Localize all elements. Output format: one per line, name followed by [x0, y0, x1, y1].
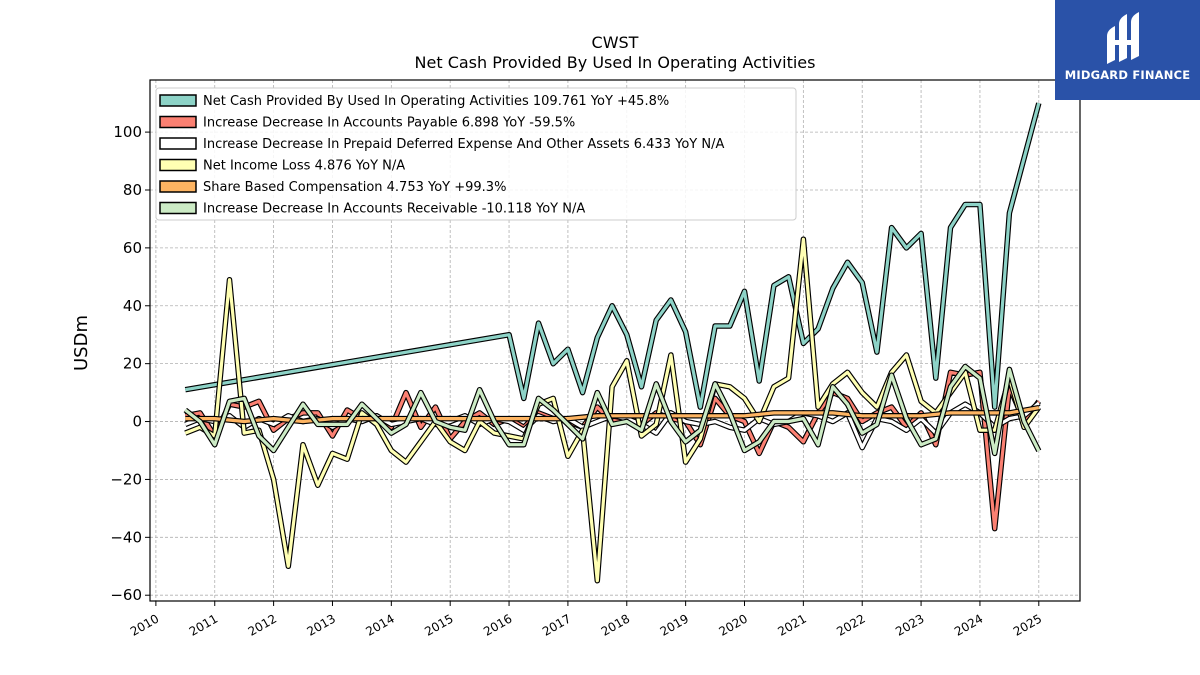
series-group: [183, 102, 1042, 584]
x-tick-label: 2021: [775, 611, 808, 638]
legend-entry: Net Income Loss 4.876 YoY N/A: [203, 159, 405, 174]
series-5: [183, 363, 1042, 457]
x-tick-label: 2023: [893, 611, 926, 638]
legend-swatch: [159, 94, 197, 107]
x-tick-label: 2015: [422, 611, 455, 638]
y-tick-label: 80: [123, 181, 142, 199]
series-3: [184, 236, 1042, 584]
legend-box: [155, 87, 797, 221]
x-tick-label: 2019: [658, 611, 691, 638]
legend-entry: Net Cash Provided By Used In Operating A…: [203, 94, 669, 109]
y-tick-label: −60: [110, 586, 142, 604]
x-tick-label: 2011: [187, 611, 220, 638]
y-tick-label: 20: [123, 355, 142, 373]
series-line: [184, 237, 1041, 583]
series-line: [184, 364, 1041, 455]
x-tick-label: 2010: [128, 611, 161, 638]
legend-swatch: [159, 201, 197, 215]
legend-entry: Increase Decrease In Accounts Payable 6.…: [203, 116, 575, 131]
y-tick-label: 40: [123, 297, 142, 315]
legend-entry: Share Based Compensation 4.753 YoY +99.3…: [203, 180, 506, 195]
x-tick-label: 2025: [1011, 611, 1044, 638]
series-line: [185, 102, 1041, 409]
brand-mark-icon: [1107, 12, 1139, 64]
chart-title: CWST: [592, 33, 639, 52]
legend-entry: Increase Decrease In Prepaid Deferred Ex…: [203, 137, 724, 152]
brand-name: MIDGARD FINANCE: [1064, 68, 1191, 82]
x-tick-label: 2018: [599, 611, 632, 638]
y-axis-label: USDm: [71, 315, 92, 371]
legend: Net Cash Provided By Used In Operating A…: [155, 87, 797, 221]
x-tick-label: 2022: [834, 611, 867, 638]
brand-logo: MIDGARD FINANCE: [1055, 0, 1200, 100]
x-tick-label: 2014: [363, 611, 396, 638]
legend-swatch: [159, 158, 197, 172]
x-tick-label: 2013: [305, 611, 338, 638]
plot-frame: [149, 79, 1081, 602]
chart-subtitle: Net Cash Provided By Used In Operating A…: [415, 53, 816, 72]
x-tick-label: 2017: [540, 611, 573, 638]
legend-swatch: [159, 180, 197, 193]
y-tick-label: 60: [123, 239, 142, 257]
y-tick-label: 0: [132, 413, 142, 431]
legend-entry: Increase Decrease In Accounts Receivable…: [203, 202, 585, 217]
legend-swatch: [159, 137, 197, 150]
series-0: [184, 102, 1042, 410]
series-4: [185, 404, 1040, 425]
y-tick-label: −20: [110, 470, 142, 488]
x-tick-label: 2020: [717, 611, 750, 638]
series-line-outline: [184, 236, 1042, 584]
y-tick-label: 100: [113, 123, 142, 141]
x-tick-label: 2024: [952, 611, 985, 638]
x-tick-label: 2012: [246, 611, 279, 638]
legend-swatch: [159, 115, 197, 129]
series-line: [185, 406, 1040, 424]
y-tick-label: −40: [110, 528, 142, 546]
x-tick-label: 2016: [481, 611, 514, 638]
